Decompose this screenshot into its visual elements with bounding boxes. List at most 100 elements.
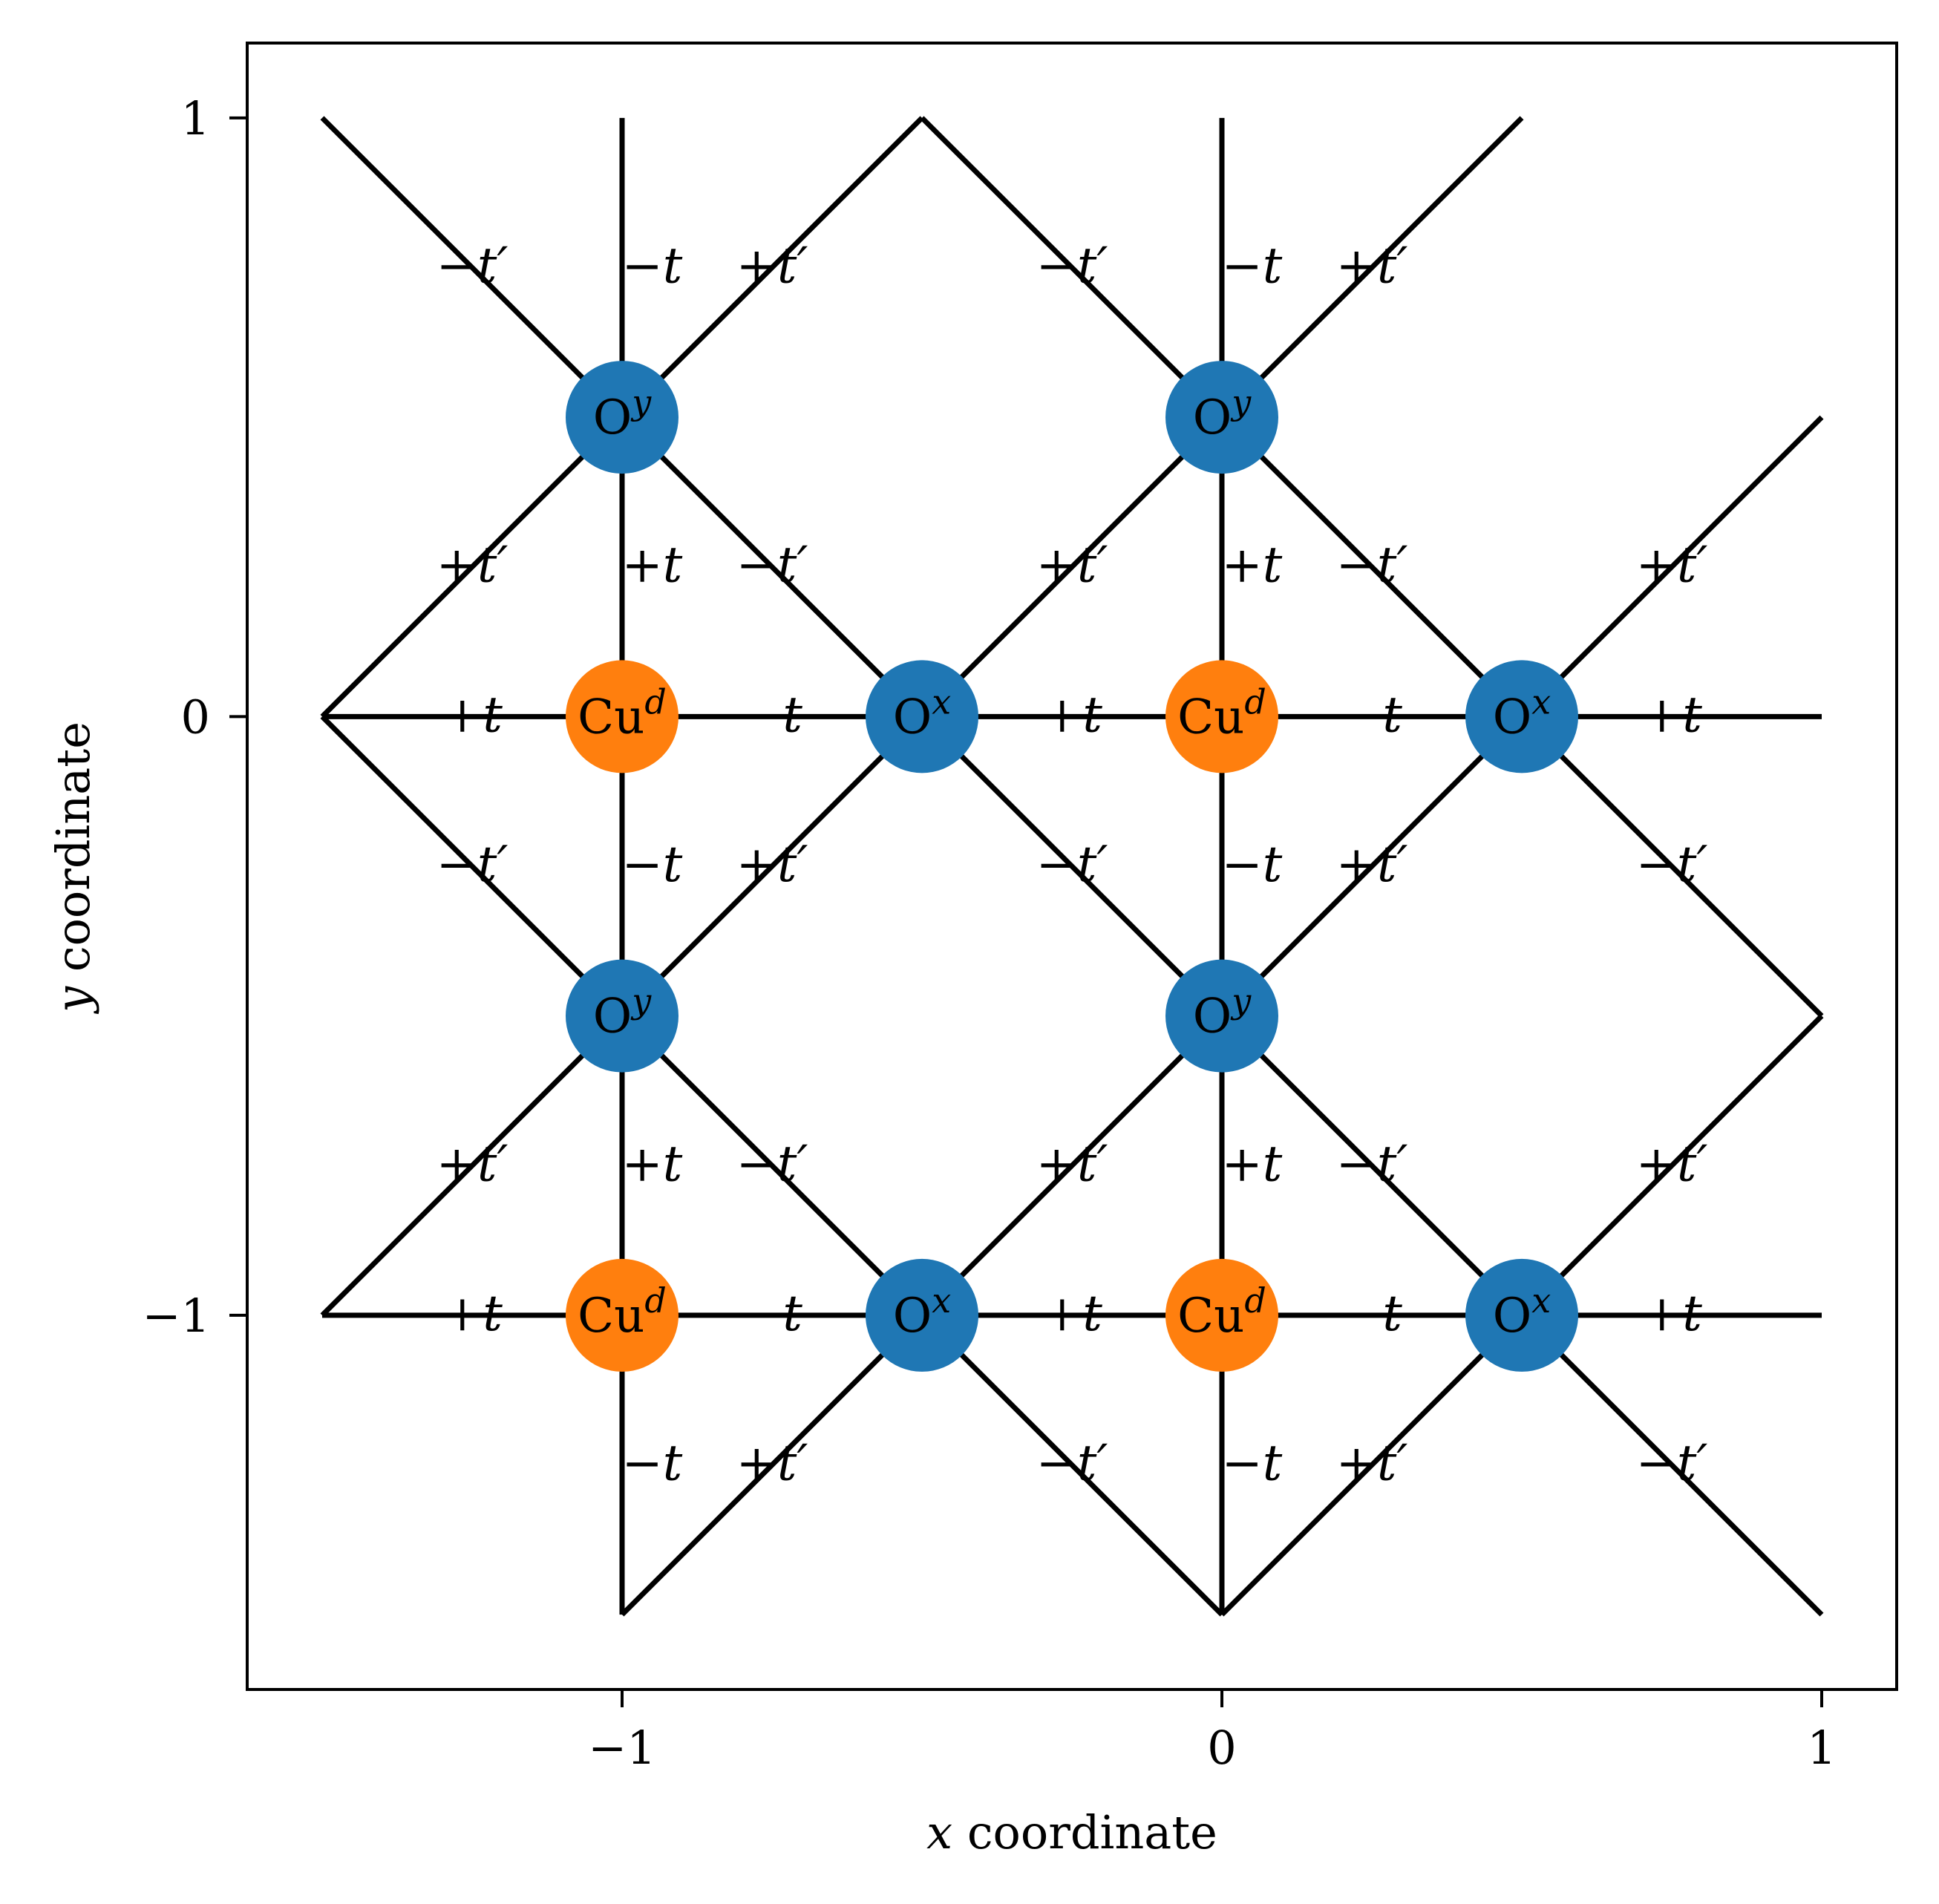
site-label: Cud xyxy=(1177,681,1266,745)
site-label-superscript: d xyxy=(1244,1280,1266,1321)
hopping-label: +t xyxy=(621,537,682,594)
hopping-symbol: t xyxy=(1682,1285,1702,1342)
site-label: Cud xyxy=(578,681,667,745)
o-site: Oy xyxy=(566,361,679,474)
hopping-label: −t′ xyxy=(1036,836,1108,893)
bond-line xyxy=(320,714,624,1018)
hopping-sign: + xyxy=(736,1435,777,1492)
hopping-symbol: t′ xyxy=(1377,1435,1408,1492)
hopping-symbol: t′ xyxy=(477,836,509,893)
hopping-sign: + xyxy=(1636,537,1677,594)
hopping-label: −t′ xyxy=(436,836,509,893)
bond-line xyxy=(1520,714,1824,1018)
hopping-symbol: t′ xyxy=(777,1135,808,1192)
site-label-base: O xyxy=(593,390,632,445)
bond-line xyxy=(320,116,624,419)
hopping-symbol: t′ xyxy=(1377,1135,1408,1192)
cu-site: Cud xyxy=(566,1258,679,1372)
hopping-label: +t′ xyxy=(1636,1135,1708,1192)
site-label-superscript: y xyxy=(630,981,652,1021)
hopping-symbol: t′ xyxy=(777,537,808,594)
hopping-label: +t′ xyxy=(436,537,509,594)
hopping-symbol: t xyxy=(663,537,683,594)
x-tick-label: 1 xyxy=(1807,1721,1836,1775)
hopping-symbol: t′ xyxy=(1077,537,1108,594)
site-label-superscript: y xyxy=(1230,382,1252,422)
hopping-label: −t xyxy=(1341,1285,1402,1342)
hopping-sign: − xyxy=(436,237,477,294)
bonds-layer xyxy=(320,116,1824,1617)
bond-line xyxy=(1220,1014,1524,1318)
o-site: Ox xyxy=(866,1258,978,1372)
hopping-sign: + xyxy=(1641,1285,1682,1342)
hopping-sign: + xyxy=(1336,1435,1377,1492)
bond-line xyxy=(1520,415,1824,719)
hopping-symbol: t′ xyxy=(777,836,808,893)
hopping-symbol: t xyxy=(483,686,503,743)
hopping-sign: − xyxy=(1341,686,1382,743)
site-label-base: O xyxy=(1193,390,1232,445)
hopping-label: −t xyxy=(621,237,682,294)
bond-line xyxy=(320,1014,624,1318)
cu-site-marker xyxy=(1165,660,1278,773)
y-axis-label: y coordinate xyxy=(46,722,100,1015)
bond-line xyxy=(1520,1014,1824,1318)
bond-line xyxy=(620,1313,924,1617)
hopping-symbol: t xyxy=(1382,1285,1402,1342)
hopping-symbol: t xyxy=(1263,836,1283,893)
site-label: Ox xyxy=(1493,681,1551,745)
site-label-superscript: x xyxy=(1531,681,1551,722)
hopping-symbol: t xyxy=(782,1285,802,1342)
hopping-label: −t′ xyxy=(436,237,509,294)
o-site-marker xyxy=(1465,1258,1578,1372)
o-site-marker xyxy=(566,361,679,474)
hopping-sign: + xyxy=(736,836,777,893)
hopping-symbol: t′ xyxy=(477,1135,509,1192)
hopping-label: +t′ xyxy=(1636,537,1708,594)
site-label: Cud xyxy=(1177,1280,1266,1344)
hopping-label: −t′ xyxy=(1036,1435,1108,1492)
hopping-label: −t′ xyxy=(1636,836,1708,893)
o-site-marker xyxy=(1165,361,1278,474)
hopping-symbol: t xyxy=(1263,237,1283,294)
hopping-sign: − xyxy=(1036,1435,1077,1492)
site-label-base: Cu xyxy=(578,690,644,745)
bond-line xyxy=(620,1014,924,1318)
hopping-symbol: t xyxy=(663,237,683,294)
y-tick-label: −1 xyxy=(143,1289,210,1343)
hopping-label: −t xyxy=(742,1285,802,1342)
o-site-marker xyxy=(866,660,978,773)
x-tick-label: −1 xyxy=(588,1721,655,1775)
hopping-symbol: t xyxy=(1082,686,1102,743)
site-label-base: O xyxy=(593,989,632,1044)
site-label: Cud xyxy=(578,1280,667,1344)
hopping-label: −t′ xyxy=(1636,1435,1708,1492)
hopping-symbol: t′ xyxy=(1077,1135,1108,1192)
site-label-base: O xyxy=(893,690,932,745)
hopping-symbol: t xyxy=(1682,686,1702,743)
hopping-label: −t xyxy=(621,1435,682,1492)
hopping-symbol: t xyxy=(483,1285,503,1342)
site-label: Oy xyxy=(1193,981,1252,1044)
hopping-label: +t xyxy=(621,1135,682,1192)
hopping-sign: − xyxy=(736,537,777,594)
bond-line xyxy=(620,116,924,419)
cu-site-marker xyxy=(566,1258,679,1372)
o-site: Oy xyxy=(1165,959,1278,1073)
hopping-symbol: t′ xyxy=(1077,237,1108,294)
hopping-label: +t xyxy=(442,1285,503,1342)
hopping-sign: − xyxy=(742,686,782,743)
site-label-superscript: y xyxy=(1230,981,1252,1021)
hopping-sign: + xyxy=(1042,686,1082,743)
hopping-sign: − xyxy=(742,1285,782,1342)
site-label-base: O xyxy=(1493,690,1531,745)
hopping-label: +t xyxy=(1221,1135,1282,1192)
hopping-symbol: t xyxy=(1263,1435,1283,1492)
bond-line xyxy=(620,415,924,719)
hopping-sign: − xyxy=(1336,537,1377,594)
hopping-sign: − xyxy=(1221,836,1262,893)
hopping-label: −t′ xyxy=(1336,1135,1408,1192)
site-label-superscript: x xyxy=(1531,1280,1551,1321)
axes-frame xyxy=(246,42,1898,1691)
